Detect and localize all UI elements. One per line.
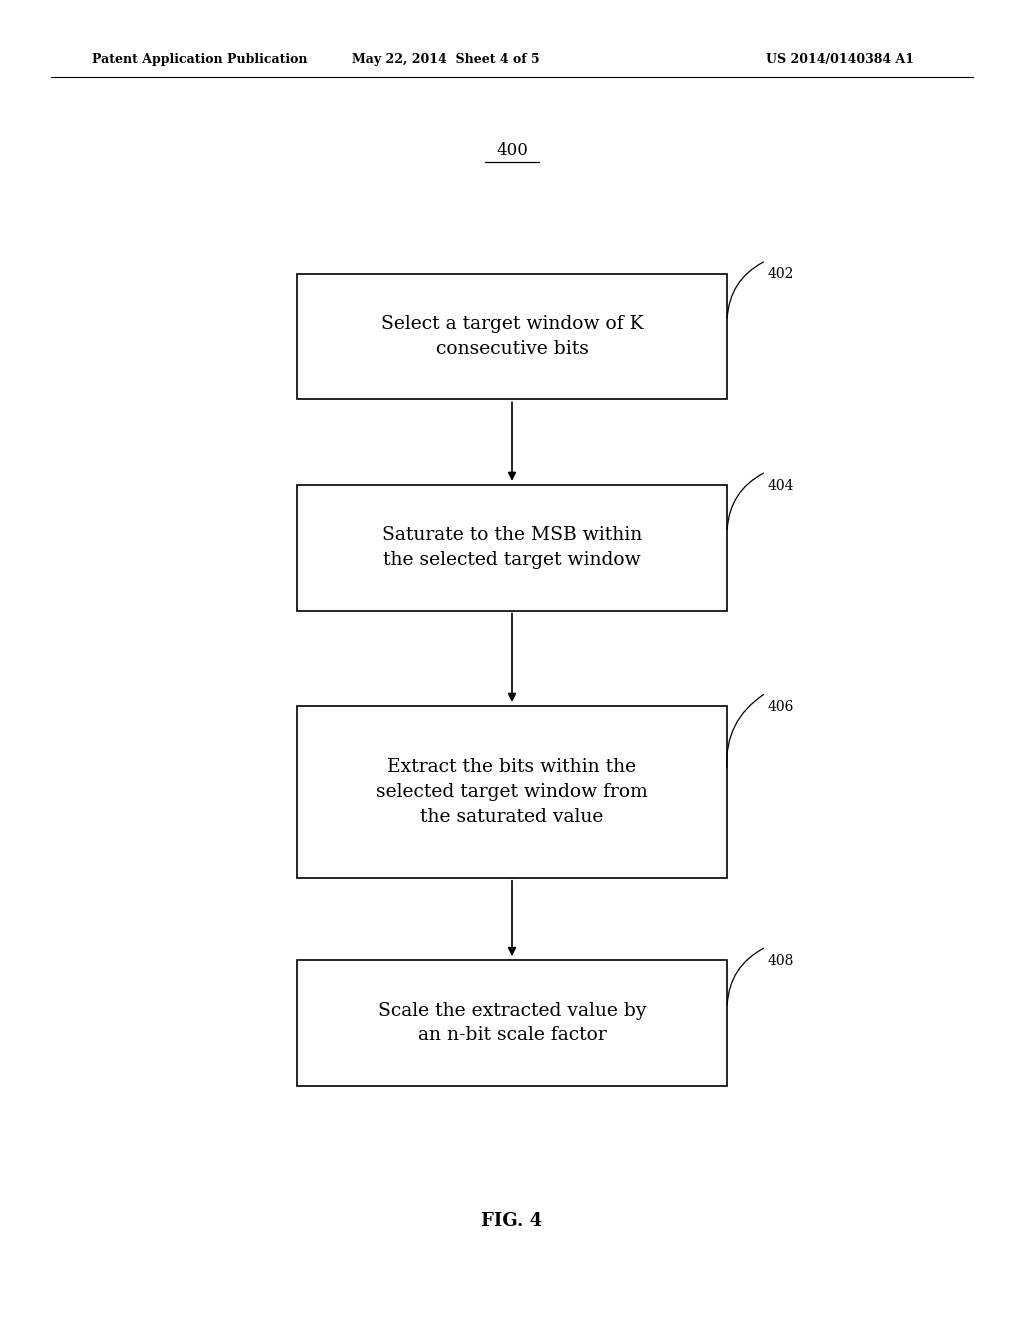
- Text: Patent Application Publication: Patent Application Publication: [92, 53, 307, 66]
- FancyBboxPatch shape: [297, 706, 727, 878]
- FancyBboxPatch shape: [297, 486, 727, 610]
- Text: Extract the bits within the
selected target window from
the saturated value: Extract the bits within the selected tar…: [376, 758, 648, 826]
- Text: May 22, 2014  Sheet 4 of 5: May 22, 2014 Sheet 4 of 5: [351, 53, 540, 66]
- Text: 408: 408: [768, 953, 795, 968]
- Text: 402: 402: [768, 267, 795, 281]
- Text: Saturate to the MSB within
the selected target window: Saturate to the MSB within the selected …: [382, 527, 642, 569]
- Text: 400: 400: [496, 143, 528, 158]
- Text: 406: 406: [768, 700, 795, 714]
- Text: Select a target window of K
consecutive bits: Select a target window of K consecutive …: [381, 315, 643, 358]
- Text: 404: 404: [768, 479, 795, 492]
- FancyBboxPatch shape: [297, 275, 727, 399]
- Text: Scale the extracted value by
an n-bit scale factor: Scale the extracted value by an n-bit sc…: [378, 1002, 646, 1044]
- FancyBboxPatch shape: [297, 961, 727, 1085]
- Text: FIG. 4: FIG. 4: [481, 1212, 543, 1230]
- Text: US 2014/0140384 A1: US 2014/0140384 A1: [766, 53, 913, 66]
